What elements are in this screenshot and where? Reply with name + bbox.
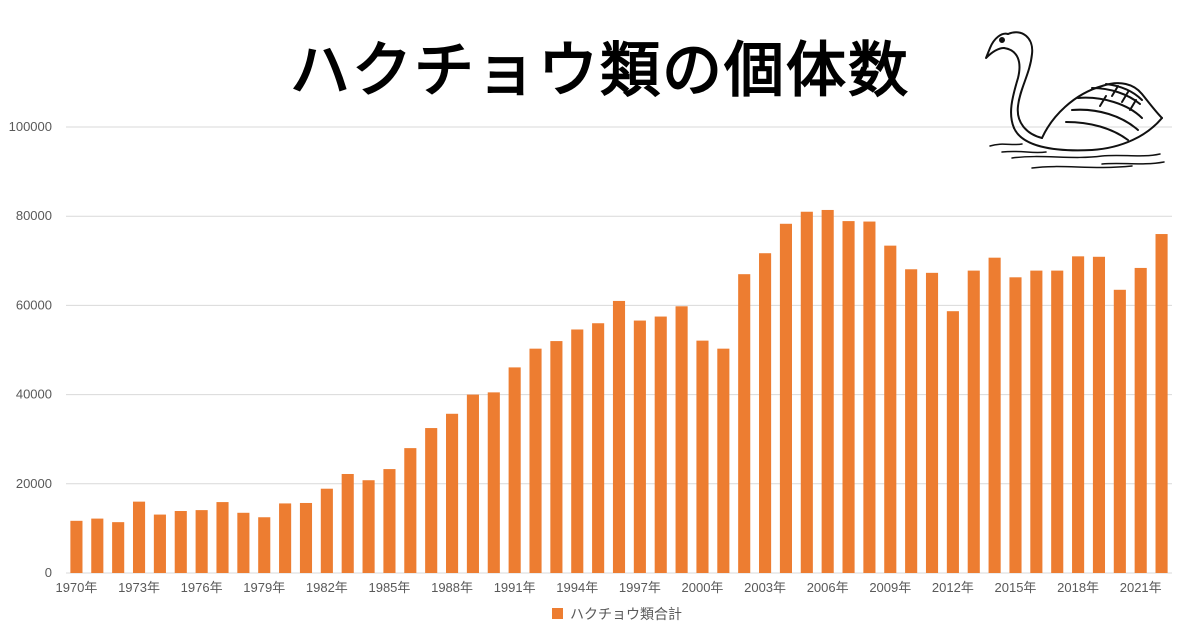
swan-illustration-icon [985,31,1165,169]
x-tick-label: 1976年 [181,580,223,595]
bar [612,300,626,573]
y-axis-ticks: 0 20000 40000 60000 80000 100000 [9,119,52,580]
bar [905,269,918,573]
bar [696,340,709,573]
x-tick-label: 2003年 [744,580,786,595]
legend-swatch [552,608,563,619]
bar [112,522,125,573]
bar [967,270,980,573]
bar [216,502,229,573]
bar [132,501,146,573]
bar [446,413,459,573]
bar [508,367,521,573]
bar [925,272,939,573]
legend-label: ハクチョウ類合計 [570,607,682,623]
x-tick-label: 1982年 [306,580,348,595]
bar [759,253,772,573]
bar [258,517,271,573]
x-tick-label: 1997年 [619,580,661,595]
bar [1113,289,1126,573]
bar [550,341,563,573]
bar [592,323,605,573]
x-tick-label: 1973年 [118,580,160,595]
x-tick-label: 2000年 [682,580,724,595]
x-tick-label: 1985年 [368,580,410,595]
x-tick-label: 2012年 [932,580,974,595]
bar [1051,270,1064,573]
bar [633,320,646,573]
bar [988,257,1001,573]
bar [800,211,813,574]
bar [320,488,333,573]
bar [1030,270,1043,573]
bar [299,502,313,573]
bar [529,348,542,573]
bar [383,469,396,573]
x-tick-label: 2018年 [1057,580,1099,595]
bar [779,223,792,574]
bars [70,209,1168,574]
y-tick-label: 100000 [9,119,52,134]
y-tick-label: 0 [45,565,52,580]
y-tick-label: 20000 [16,476,52,491]
bar [487,392,500,573]
x-tick-label: 2021年 [1120,580,1162,595]
bar [1155,234,1168,574]
y-tick-label: 60000 [16,297,52,312]
x-tick-label: 2006年 [807,580,849,595]
bar [195,510,208,573]
bar [1134,267,1147,573]
x-tick-label: 1970年 [55,580,97,595]
bar [863,221,876,573]
bar [1092,256,1106,573]
bar [91,518,104,573]
bar [425,428,438,573]
x-axis-ticks: 1970年 1973年 1976年 1979年 1982年 1985年 1988年 1991年… [55,580,1161,595]
x-tick-label: 1988年 [431,580,473,595]
bar [675,306,688,573]
bar [362,480,375,573]
bar [70,520,83,573]
x-tick-label: 2015年 [995,580,1037,595]
bar [466,394,479,573]
bar [884,245,897,574]
bar [946,311,959,573]
y-tick-label: 80000 [16,208,52,223]
bar [341,473,354,573]
legend: ハクチョウ類合計 [552,607,682,623]
x-tick-label: 2009年 [869,580,911,595]
x-tick-label: 1994年 [556,580,598,595]
page-title: ハクチョウ類の個体数 [290,36,910,106]
bar [654,316,667,573]
x-tick-label: 1979年 [243,580,285,595]
bar [717,348,730,573]
bar [404,448,417,573]
bar [1072,256,1085,573]
bar [237,512,250,573]
bar [279,503,292,573]
bar [174,511,187,573]
bar [571,329,584,573]
bar [153,514,166,573]
x-tick-label: 1991年 [494,580,536,595]
bar [1009,277,1022,573]
bar [738,274,751,573]
bar [842,221,855,573]
bar [821,209,834,573]
y-tick-label: 40000 [16,387,52,402]
